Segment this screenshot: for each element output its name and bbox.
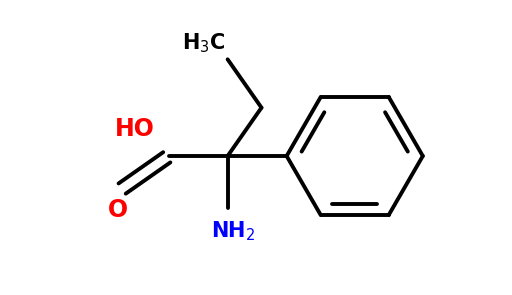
Text: NH$_2$: NH$_2$ — [211, 219, 255, 243]
Text: HO: HO — [115, 117, 155, 141]
Text: H$_3$C: H$_3$C — [182, 31, 225, 55]
Text: O: O — [108, 198, 128, 222]
